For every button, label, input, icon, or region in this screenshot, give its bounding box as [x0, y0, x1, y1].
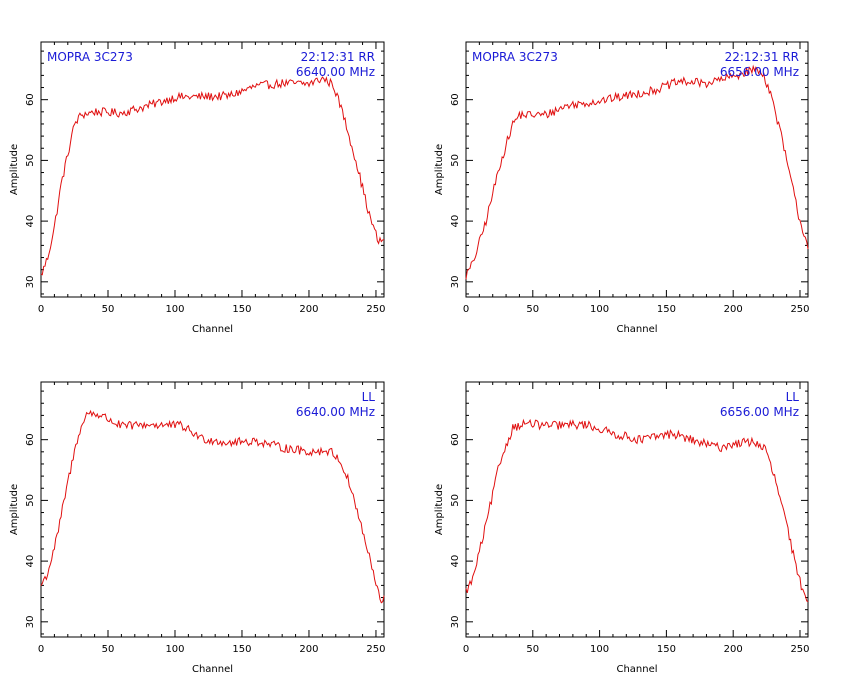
panel-rr-6640: 0 50 100 150 200 250 30 40 50 60 Channel Amplitu… [9, 42, 386, 335]
spectrum-trace [41, 77, 384, 275]
x-tick-label: 250 [790, 644, 809, 655]
y-tick-labels: 30 40 50 60 [450, 93, 461, 288]
frequency-label: 6640.00 MHz [296, 65, 375, 79]
x-tick-label: 50 [102, 304, 115, 315]
x-axis-title: Channel [616, 664, 657, 675]
spectra-figure: 0 50 100 150 200 250 30 40 50 60 Channel Amplitu… [0, 0, 850, 680]
y-tick-label: 60 [450, 433, 461, 446]
y-axis-title: Amplitude [434, 144, 445, 195]
x-tick-label: 150 [232, 304, 251, 315]
x-tick-label: 250 [366, 644, 385, 655]
frequency-label: 6656.00 MHz [720, 405, 799, 419]
plot-frame [41, 382, 384, 637]
y-tick-label: 50 [25, 154, 36, 167]
x-axis-title: Channel [616, 324, 657, 335]
x-tick-label: 0 [463, 304, 469, 315]
y-tick-label: 60 [25, 93, 36, 106]
x-tick-label: 200 [299, 644, 318, 655]
spectrum-trace [41, 411, 384, 603]
x-tick-label: 200 [724, 304, 743, 315]
x-tick-label: 150 [657, 304, 676, 315]
x-tick-label: 0 [38, 304, 44, 315]
y-tick-label: 30 [450, 275, 461, 288]
y-axis-title: Amplitude [9, 144, 20, 195]
time-pol-label: 22:12:31 RR [301, 50, 375, 64]
x-tick-labels: 0 50 100 150 200 250 [463, 644, 810, 655]
y-axis-title: Amplitude [434, 484, 445, 535]
frequency-label: 6656.00 MHz [720, 65, 799, 79]
y-tick-labels: 30 40 50 60 [25, 93, 36, 288]
y-tick-label: 50 [25, 494, 36, 507]
source-label: MOPRA 3C273 [472, 50, 558, 64]
tick-marks [41, 382, 384, 637]
x-tick-label: 250 [366, 304, 385, 315]
time-pol-label: LL [786, 390, 800, 404]
x-tick-label: 200 [724, 644, 743, 655]
y-tick-labels: 30 40 50 60 [450, 433, 461, 628]
frequency-label: 6640.00 MHz [296, 405, 375, 419]
x-tick-label: 150 [657, 644, 676, 655]
tick-marks [41, 42, 384, 297]
x-tick-label: 250 [790, 304, 809, 315]
y-tick-label: 40 [25, 215, 36, 228]
tick-marks [466, 42, 808, 297]
x-tick-label: 0 [38, 644, 44, 655]
y-tick-label: 30 [25, 615, 36, 628]
panel-ll-6656: 0 50 100 150 200 250 30 40 50 60 Channel Amplitu… [434, 382, 810, 675]
y-tick-label: 50 [450, 494, 461, 507]
x-tick-label: 50 [526, 304, 539, 315]
panel-ll-6640: 0 50 100 150 200 250 30 40 50 60 Channel Amplitu… [9, 382, 386, 675]
x-tick-label: 100 [590, 304, 609, 315]
x-axis-title: Channel [192, 324, 233, 335]
x-tick-labels: 0 50 100 150 200 250 [463, 304, 810, 315]
x-tick-label: 100 [165, 304, 184, 315]
x-axis-title: Channel [192, 664, 233, 675]
y-tick-label: 40 [450, 215, 461, 228]
y-tick-labels: 30 40 50 60 [25, 433, 36, 628]
x-tick-label: 150 [232, 644, 251, 655]
x-tick-label: 50 [526, 644, 539, 655]
x-tick-label: 0 [463, 644, 469, 655]
y-tick-label: 60 [25, 433, 36, 446]
x-tick-labels: 0 50 100 150 200 250 [38, 304, 386, 315]
y-tick-label: 40 [450, 555, 461, 568]
plot-frame [41, 42, 384, 297]
y-tick-label: 40 [25, 555, 36, 568]
panel-rr-6656: 0 50 100 150 200 250 30 40 50 60 Channel Amplitu… [434, 42, 810, 335]
x-tick-label: 100 [165, 644, 184, 655]
spectrum-trace [466, 420, 808, 602]
y-tick-label: 30 [450, 615, 461, 628]
spectrum-trace [466, 66, 808, 279]
x-tick-labels: 0 50 100 150 200 250 [38, 644, 386, 655]
source-label: MOPRA 3C273 [47, 50, 133, 64]
plot-frame [466, 42, 808, 297]
tick-marks [466, 382, 808, 637]
x-tick-label: 100 [590, 644, 609, 655]
x-tick-label: 200 [299, 304, 318, 315]
y-tick-label: 50 [450, 154, 461, 167]
plot-frame [466, 382, 808, 637]
y-tick-label: 30 [25, 275, 36, 288]
x-tick-label: 50 [102, 644, 115, 655]
y-tick-label: 60 [450, 93, 461, 106]
time-pol-label: LL [362, 390, 376, 404]
y-axis-title: Amplitude [9, 484, 20, 535]
time-pol-label: 22:12:31 RR [725, 50, 799, 64]
